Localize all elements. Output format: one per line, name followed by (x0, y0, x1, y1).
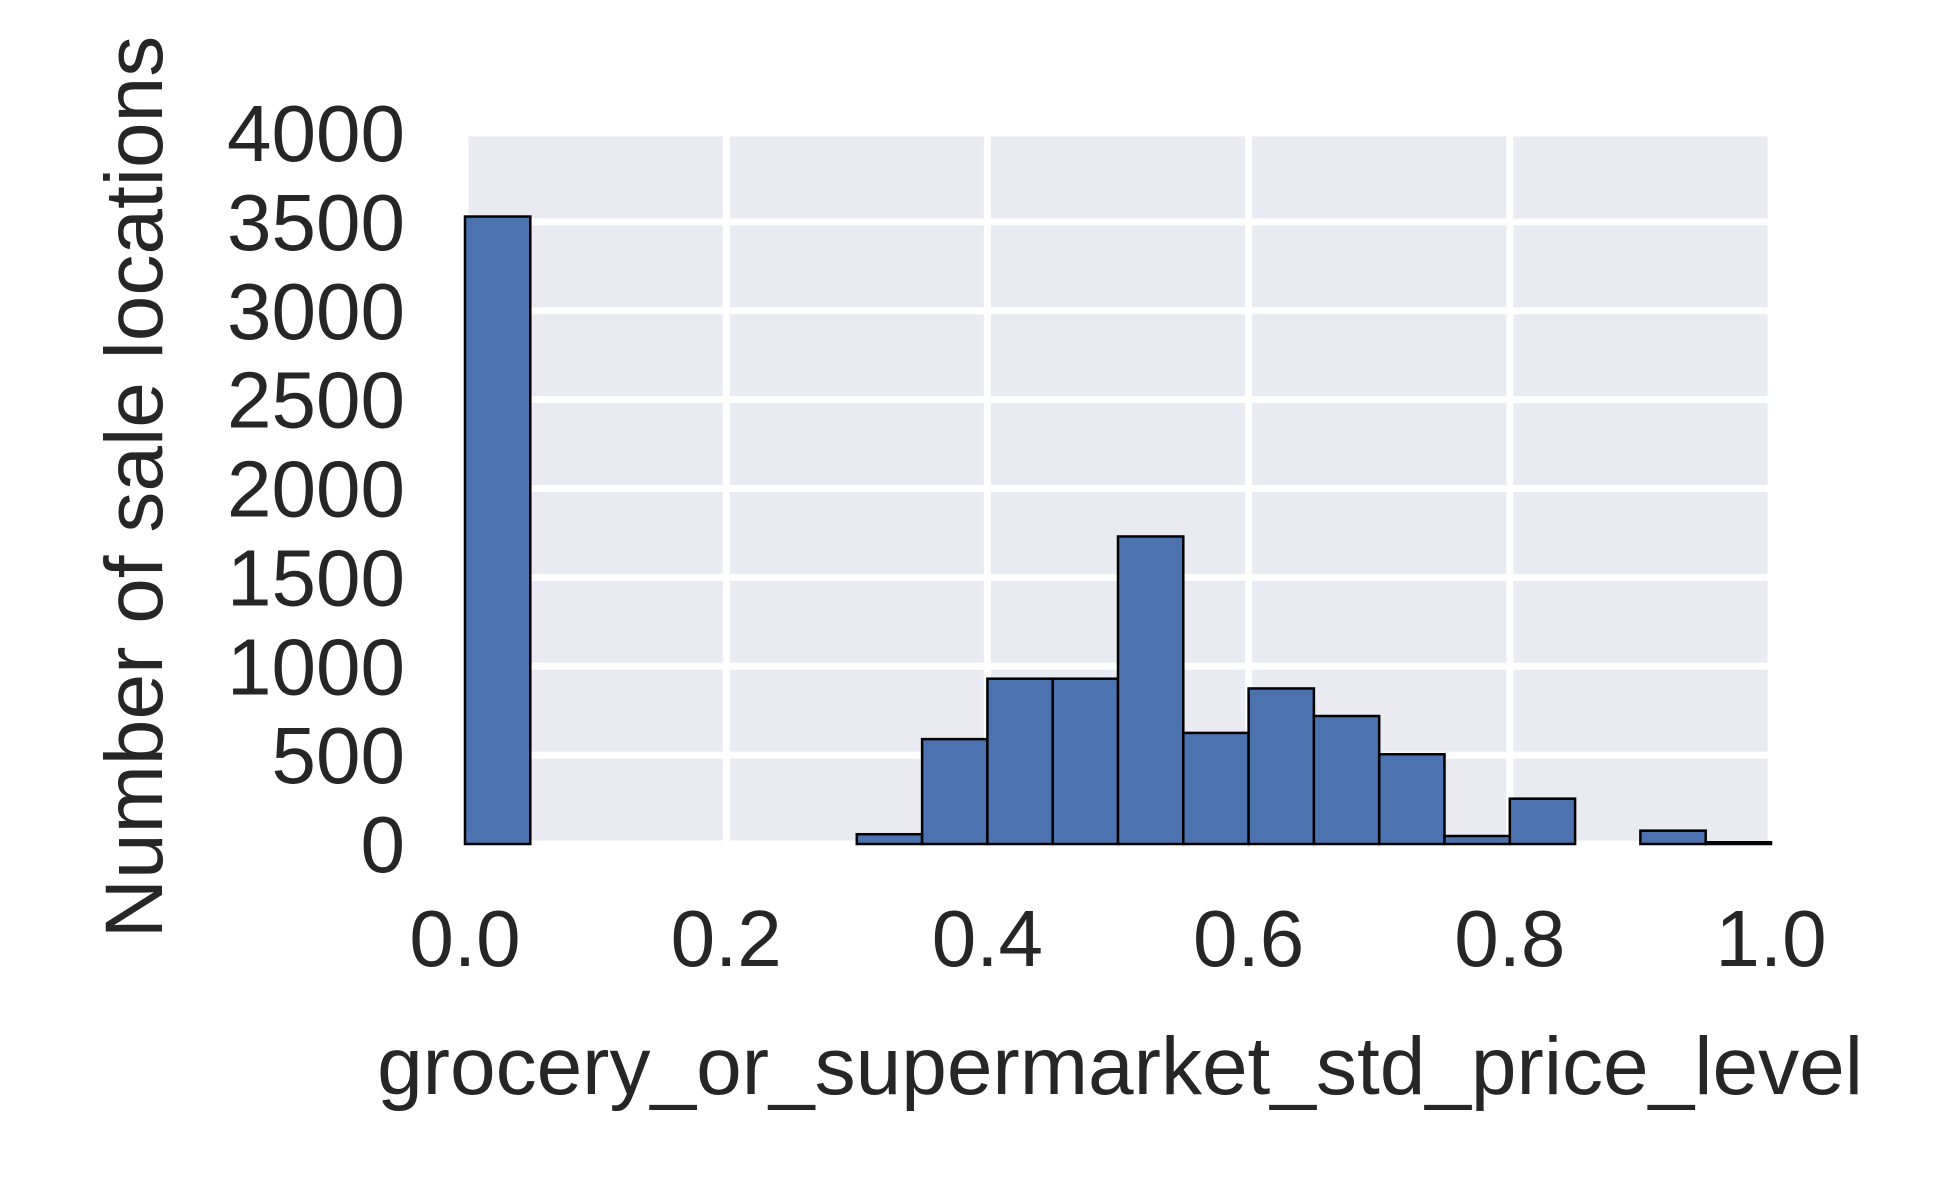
x-tick-label: 0.4 (932, 894, 1043, 983)
histogram-bar (1312, 714, 1381, 846)
x-tick-label: 0.0 (409, 894, 520, 983)
histogram-bar (986, 677, 1054, 846)
x-tick-label: 0.6 (1193, 894, 1304, 983)
histogram-bar (920, 737, 989, 846)
y-tick-label: 2500 (227, 356, 405, 445)
y-tick-label: 3000 (227, 267, 405, 356)
x-tick-labels: 0.0 0.2 0.4 0.6 0.8 1.0 (409, 894, 1826, 983)
y-tick-label: 3500 (227, 178, 405, 267)
histogram-bars (463, 215, 1773, 846)
x-tick-label: 0.8 (1454, 894, 1565, 983)
x-axis-title: grocery_or_supermarket_std_price_level (377, 1021, 1863, 1112)
histogram-bar (1443, 834, 1512, 846)
histogram-bar (1639, 829, 1707, 846)
y-tick-label: 4000 (227, 89, 405, 178)
x-tick-label: 0.2 (671, 894, 782, 983)
histogram-bar (1182, 731, 1250, 846)
histogram-bar (1704, 840, 1773, 846)
histogram-bar (1377, 752, 1446, 846)
histogram-bar (463, 215, 532, 846)
y-tick-label: 500 (272, 711, 405, 800)
y-tick-label: 1500 (227, 533, 405, 622)
y-axis-title: Number of sale locations (89, 36, 180, 938)
y-tick-label: 0 (361, 800, 406, 889)
histogram-bar (1051, 677, 1120, 846)
histogram-bar (1116, 535, 1185, 846)
histogram-bar (1247, 687, 1316, 846)
x-tick-label: 1.0 (1715, 894, 1826, 983)
histogram-bar (1508, 797, 1577, 846)
y-tick-label: 1000 (227, 622, 405, 711)
y-tick-label: 2000 (227, 445, 405, 534)
histogram-bar (855, 832, 924, 846)
